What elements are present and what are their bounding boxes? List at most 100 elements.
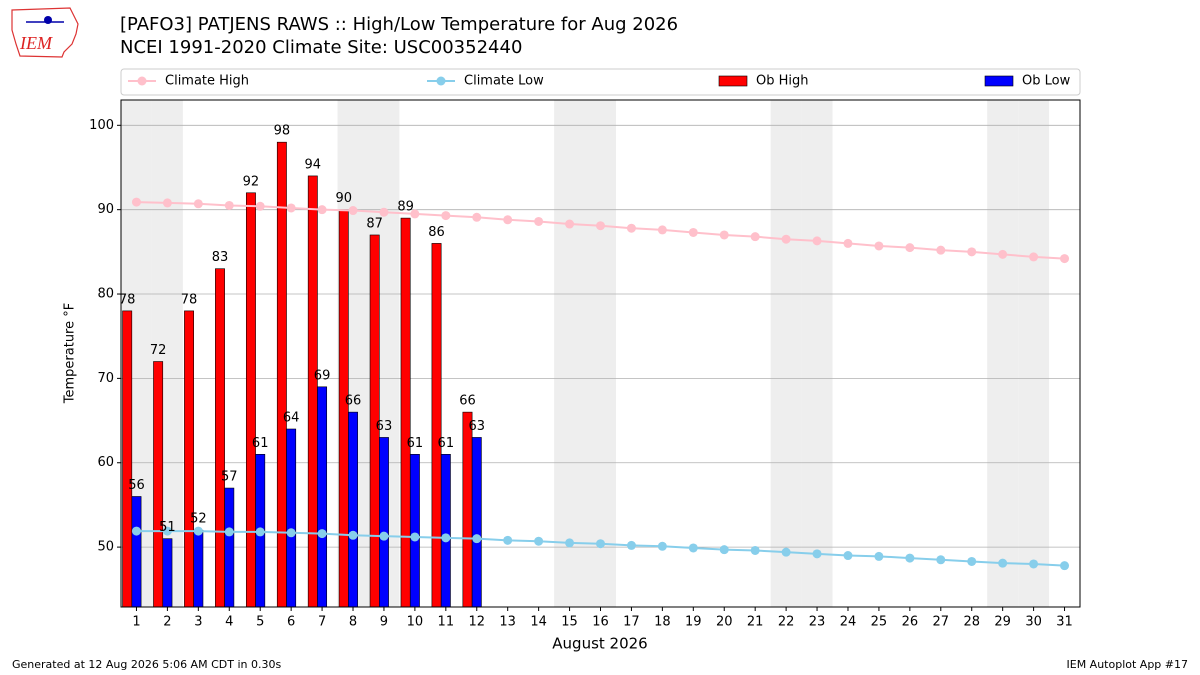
point — [874, 241, 884, 251]
x-tick-label: 19 — [685, 615, 702, 630]
point — [565, 538, 575, 548]
y-tick-label: 90 — [97, 202, 114, 217]
point — [348, 206, 358, 216]
x-tick-label: 30 — [1025, 615, 1042, 630]
x-tick-label: 12 — [468, 615, 485, 630]
bar — [369, 234, 380, 607]
point — [503, 215, 513, 225]
bar — [131, 496, 142, 607]
bar — [122, 310, 133, 607]
bar — [193, 529, 204, 607]
data-label: 78 — [119, 292, 136, 307]
point — [936, 245, 946, 255]
x-tick-label: 27 — [933, 615, 950, 630]
x-axis-label: August 2026 — [552, 635, 647, 653]
point — [317, 529, 327, 539]
plot-content — [121, 100, 1080, 607]
chart-subtitle: NCEI 1991-2020 Climate Site: USC00352440 — [120, 37, 522, 58]
data-label: 92 — [243, 174, 260, 189]
point — [379, 207, 389, 217]
data-label: 64 — [283, 411, 300, 426]
y-tick-label: 50 — [97, 540, 114, 555]
bar — [317, 386, 328, 607]
x-tick-label: 10 — [407, 615, 424, 630]
x-tick-label: 29 — [994, 615, 1011, 630]
point — [936, 555, 946, 565]
point — [379, 531, 389, 541]
point — [131, 526, 141, 536]
data-label: 83 — [212, 250, 229, 265]
point — [410, 209, 420, 219]
point — [688, 543, 698, 553]
point — [1060, 254, 1070, 264]
bar — [224, 487, 235, 607]
data-label: 61 — [407, 436, 424, 451]
point — [317, 205, 327, 215]
x-tick-label: 13 — [499, 615, 516, 630]
x-tick-label: 21 — [747, 615, 764, 630]
bar — [471, 437, 482, 607]
data-label: 61 — [438, 436, 455, 451]
data-label: 61 — [252, 436, 269, 451]
point — [441, 533, 451, 543]
point — [781, 547, 791, 557]
point — [348, 530, 358, 540]
point — [255, 527, 265, 537]
point — [905, 553, 915, 563]
plot-frame — [120, 99, 1081, 608]
point — [967, 247, 977, 257]
data-label: 52 — [190, 512, 207, 527]
footer-right: IEM Autoplot App #17 — [1067, 658, 1189, 671]
y-tick-label: 60 — [97, 455, 114, 470]
point — [657, 225, 667, 235]
point — [812, 236, 822, 246]
bar — [440, 454, 451, 607]
y-tick-label: 80 — [97, 287, 114, 302]
legend-label: Climate Low — [464, 74, 544, 89]
point — [843, 551, 853, 561]
point — [193, 199, 203, 209]
point — [534, 216, 544, 226]
bar — [245, 192, 256, 607]
legend-label: Ob High — [756, 74, 809, 89]
point — [1029, 559, 1039, 569]
point — [534, 536, 544, 546]
point — [626, 540, 636, 550]
data-label: 87 — [366, 216, 383, 231]
legend-label: Climate High — [165, 74, 249, 89]
bar — [431, 243, 442, 607]
legend-swatch — [718, 75, 748, 87]
x-tick-label: 20 — [716, 615, 733, 630]
x-tick-label: 14 — [530, 615, 547, 630]
point — [255, 201, 265, 211]
legend-swatch — [137, 76, 147, 86]
bar — [215, 268, 225, 607]
x-tick-label: 7 — [318, 615, 326, 630]
y-tick-label: 70 — [97, 371, 114, 386]
bar — [286, 428, 297, 607]
point — [812, 549, 822, 559]
bar — [400, 217, 411, 607]
point — [998, 249, 1008, 259]
point — [410, 532, 420, 542]
x-tick-label: 9 — [380, 615, 388, 630]
point — [162, 198, 172, 208]
bar — [153, 361, 164, 607]
x-tick-label: 6 — [287, 615, 295, 630]
point — [596, 539, 605, 549]
data-label: 72 — [150, 343, 167, 358]
point — [1060, 561, 1070, 571]
x-tick-label: 28 — [963, 615, 980, 630]
point — [626, 223, 636, 233]
bar — [462, 411, 473, 607]
point — [162, 526, 172, 536]
x-tick-label: 2 — [163, 615, 171, 630]
point — [286, 528, 296, 538]
y-axis-label: Temperature °F — [63, 303, 78, 404]
data-label: 69 — [314, 368, 331, 383]
point — [503, 535, 513, 545]
bar — [307, 175, 318, 607]
point — [565, 219, 575, 229]
data-label: 90 — [335, 191, 352, 206]
data-label: 66 — [345, 394, 362, 409]
